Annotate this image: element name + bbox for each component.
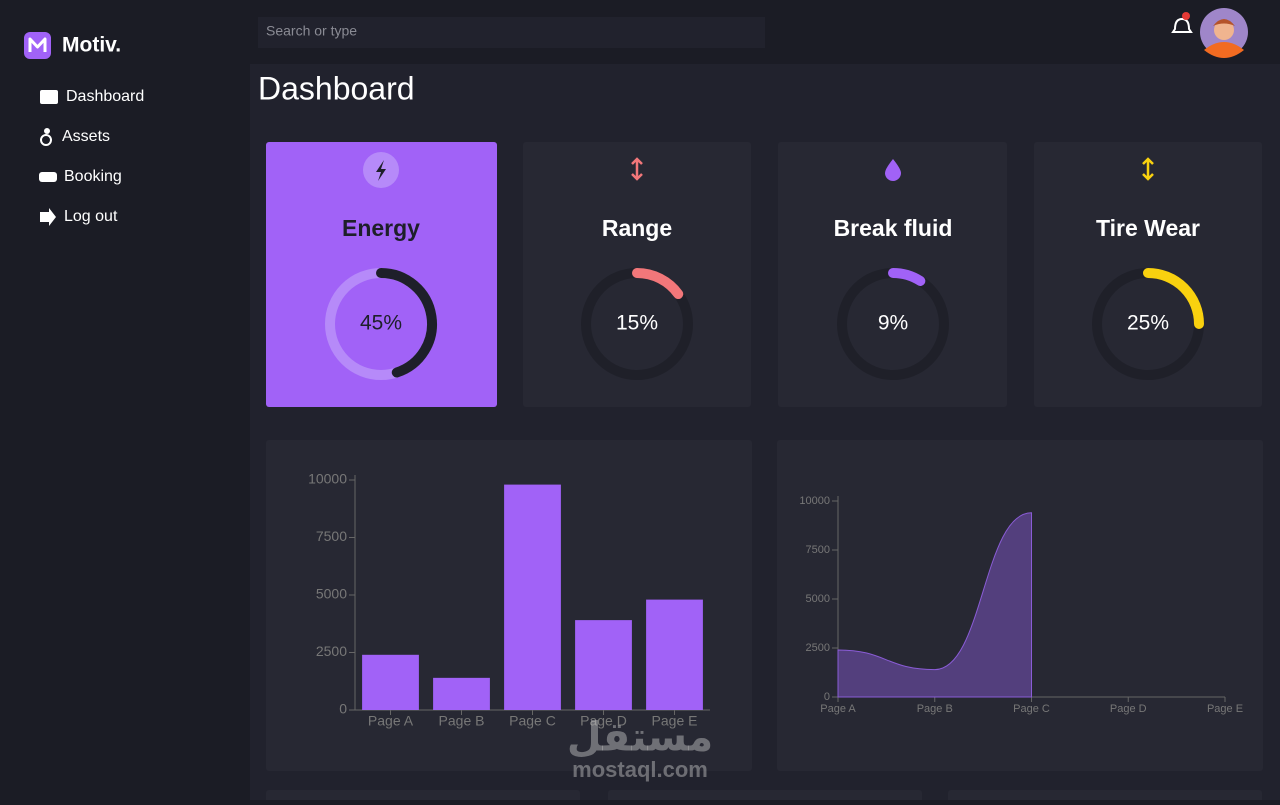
avatar-face	[1214, 20, 1234, 40]
gauge-value: 25%	[1127, 312, 1169, 335]
y-tick-label: 5000	[806, 593, 830, 605]
x-tick-label: Page A	[820, 703, 856, 715]
x-tick-label: Page D	[1110, 703, 1147, 715]
notification-dot	[1182, 12, 1190, 20]
y-tick-label: 7500	[806, 544, 830, 556]
watermark: مستقل	[567, 716, 713, 760]
tire-icon	[1142, 157, 1154, 181]
fluid-icon	[885, 159, 901, 181]
gauge-value: 9%	[878, 312, 908, 335]
search-box[interactable]	[258, 17, 765, 48]
nav-icon	[40, 134, 52, 146]
y-tick-label: 7500	[316, 528, 347, 544]
page-title: Dashboard	[258, 70, 415, 106]
gauge-value: 15%	[616, 312, 658, 335]
charts: 0 2500 5000 7500 10000 Page A Page B Page C Page…	[308, 471, 1243, 729]
bell-icon[interactable]	[1171, 17, 1193, 33]
bar	[433, 677, 490, 710]
nav-item[interactable]: Log out	[64, 208, 118, 225]
x-tick-label: Page E	[652, 713, 698, 729]
avatar-hair	[1213, 19, 1235, 26]
area	[837, 512, 1032, 698]
card-title: Break fluid	[834, 215, 953, 241]
x-tick-label: Page A	[368, 713, 414, 729]
chart-card	[777, 440, 1263, 771]
search-placeholder: Search or type	[266, 23, 357, 39]
y-tick-label: 0	[339, 701, 347, 717]
x-tick-label: Page B	[917, 703, 953, 715]
nav-item[interactable]: Dashboard	[66, 88, 144, 105]
y-tick-label: 2500	[806, 642, 830, 654]
watermark: mostaql.com	[572, 757, 708, 782]
nav-item[interactable]: Assets	[62, 128, 110, 145]
avatar-shirt	[1204, 42, 1244, 58]
card-title: Tire Wear	[1096, 215, 1200, 241]
card	[608, 790, 922, 805]
logo-mark	[28, 37, 47, 52]
x-tick-label: Page D	[580, 713, 627, 729]
nav-icon	[39, 172, 57, 182]
bar	[504, 484, 561, 710]
y-tick-label: 5000	[316, 586, 347, 602]
bar	[575, 620, 632, 710]
gauge-arc	[376, 268, 437, 378]
card	[266, 790, 580, 805]
bar	[362, 654, 419, 710]
nav-icon	[44, 128, 50, 134]
range-icon	[631, 157, 643, 181]
gauge-arc	[1143, 268, 1204, 329]
nav-icon	[40, 90, 58, 104]
x-tick-label: Page C	[509, 713, 556, 729]
brand: Motiv.	[62, 34, 121, 57]
gauge-value: 45%	[360, 312, 402, 335]
y-tick-label: 2500	[316, 643, 347, 659]
y-tick-label: 10000	[308, 471, 347, 487]
x-tick-label: Page B	[439, 713, 485, 729]
card-title: Range	[602, 215, 672, 241]
y-tick-label: 10000	[799, 495, 830, 507]
card-title: Energy	[342, 215, 420, 241]
x-tick-label: Page C	[1013, 703, 1050, 715]
nav-icon	[40, 208, 56, 226]
energy-icon	[376, 160, 386, 181]
nav-item[interactable]: Booking	[64, 168, 122, 185]
x-tick-label: Page E	[1207, 703, 1243, 715]
gauge-arc	[888, 268, 926, 286]
y-tick-label: 0	[824, 691, 830, 703]
bar	[646, 599, 703, 710]
gauge-arc	[632, 268, 684, 300]
card	[948, 790, 1262, 805]
